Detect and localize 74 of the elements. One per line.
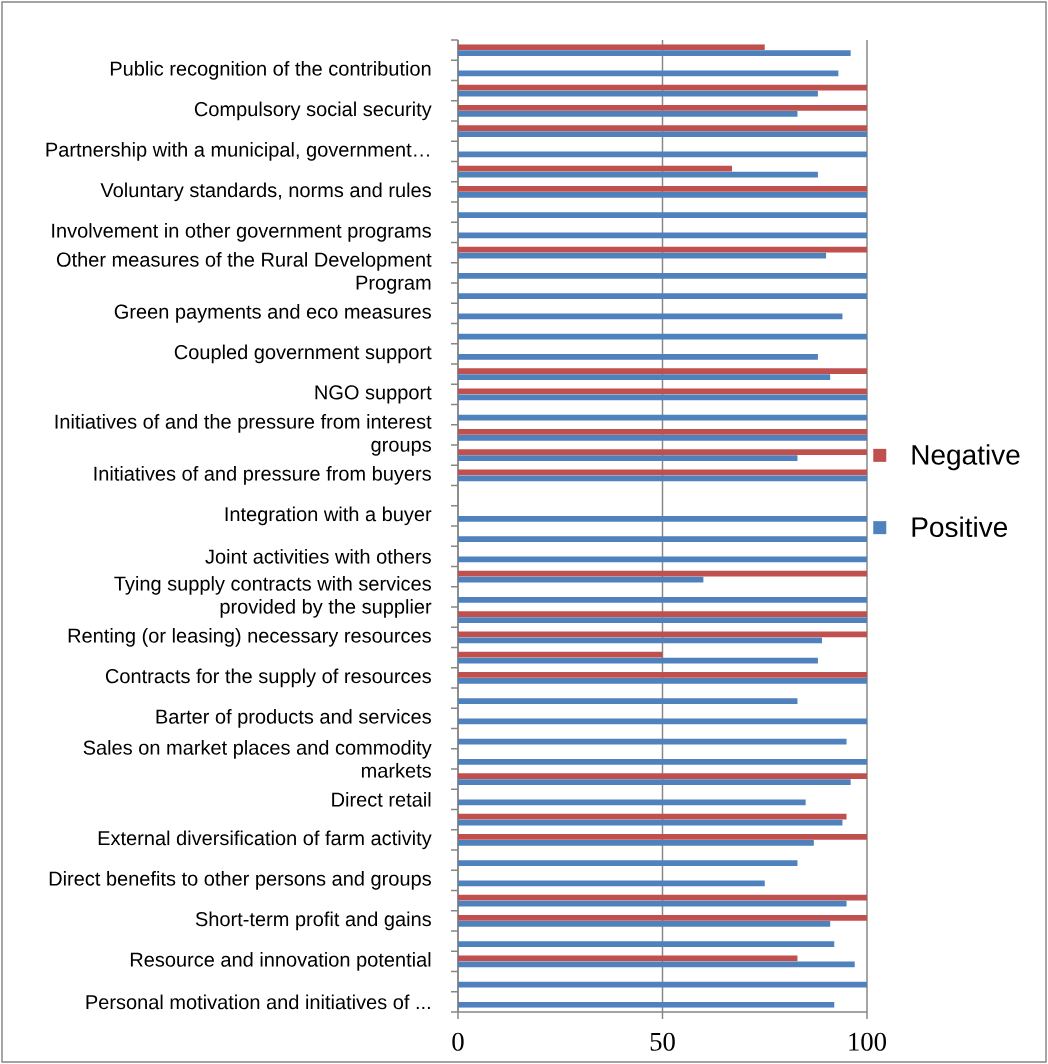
bar: [458, 293, 867, 300]
legend-label: Negative: [912, 444, 1020, 471]
y-tick-label: Green payments and eco measures: [114, 304, 431, 323]
y-tick-label: Short-term profit and gains: [195, 911, 431, 931]
bar: [458, 698, 798, 705]
y-tick-label: Initiatives of and pressure from buyers: [94, 466, 431, 485]
bar: [458, 111, 798, 117]
bar: [458, 738, 847, 745]
y-tick-label: Joint activities with others: [205, 549, 431, 564]
bar: [458, 429, 867, 435]
bar: [458, 354, 818, 360]
bar: [458, 611, 867, 617]
bar: [458, 516, 867, 522]
bar: [458, 455, 798, 462]
y-tick-label: Other measures of the Rural Development Program: [56, 252, 432, 294]
y-tick-label: Renting (or leasing) necessary resources: [68, 628, 431, 647]
y-tick-label: Coupled government support: [174, 344, 432, 364]
bar: [458, 759, 867, 765]
y-tick-label: Contracts for the supply of resources: [105, 668, 431, 688]
bar: [458, 921, 831, 927]
bar: [458, 333, 867, 340]
y-tick-label: Resource and innovation potential: [130, 952, 431, 971]
bar: [458, 840, 814, 846]
bar: [458, 941, 835, 948]
bar: [458, 617, 867, 624]
bar: [458, 105, 867, 111]
bar: [458, 131, 867, 138]
y-tick-label: Involvement in other government programs: [52, 223, 431, 242]
bar: [458, 414, 867, 421]
y-tick-label: Tying supply contracts with services provided by the supplier: [114, 576, 432, 618]
bar: [458, 779, 851, 786]
x-tick-label: 100: [849, 1032, 886, 1051]
y-tick-label: Voluntary standards, norms and rules: [100, 182, 431, 202]
bar: [458, 171, 818, 178]
x-tick-label: 0: [452, 1032, 464, 1051]
bar: [458, 536, 867, 543]
x-tick-label: 50: [650, 1032, 675, 1051]
bar: [458, 915, 867, 921]
bar: [458, 860, 798, 867]
bar: [458, 834, 867, 840]
y-tick-label: Initiatives of and the pressure from interest groups: [55, 414, 432, 456]
y-tick-label: Integration with a buyer: [225, 506, 432, 526]
y-tick-label: Personal motivation and initiatives of ...: [86, 994, 430, 1010]
bar: [458, 125, 867, 131]
bar: [458, 374, 831, 381]
bar: [458, 981, 867, 988]
y-tick-label: Compulsory social security: [194, 101, 432, 121]
y-tick-label: Barter of products and services: [156, 709, 431, 728]
bar: [458, 597, 867, 603]
bar: [458, 819, 843, 826]
bar: [458, 773, 867, 779]
y-tick-label: Direct benefits to other persons and groups: [49, 871, 431, 890]
bar: [458, 273, 867, 279]
bar: [458, 368, 867, 374]
y-tick-label: Sales on market places and commodity markets: [83, 740, 432, 778]
bar: [458, 252, 827, 259]
bar: [458, 435, 867, 441]
y-tick-label: Direct retail: [332, 792, 431, 807]
bar: [458, 576, 704, 583]
y-tick-label: Public recognition of the contribution: [110, 61, 431, 80]
bar: [458, 50, 851, 57]
bar: [458, 186, 867, 192]
bar: [458, 212, 867, 219]
y-tick-label: NGO support: [315, 385, 432, 404]
legend-label: Positive: [912, 516, 1008, 538]
bar: [458, 657, 818, 664]
bar: [458, 192, 867, 198]
bar: [458, 449, 867, 455]
bar: [458, 900, 847, 907]
bar: [458, 678, 867, 684]
y-tick-label: Partnership with a municipal, government…: [46, 142, 429, 161]
y-tick-label: External diversification of farm activity: [98, 830, 432, 850]
bar: [458, 90, 818, 97]
bar: [458, 672, 867, 678]
